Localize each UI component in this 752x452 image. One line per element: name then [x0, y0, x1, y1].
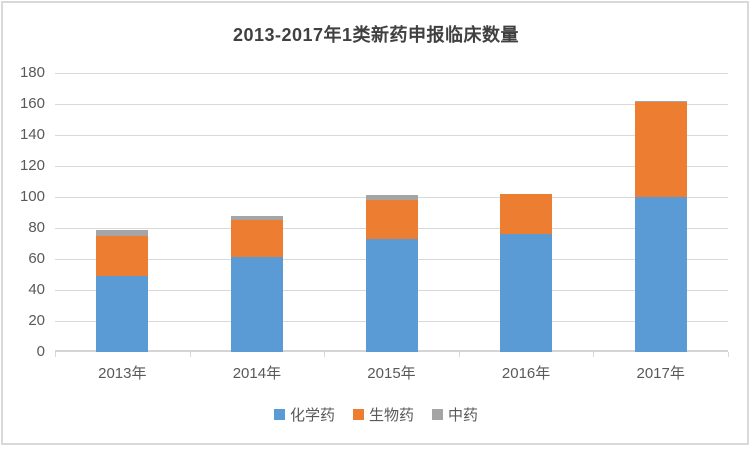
legend-swatch-tcm-drug [432, 409, 443, 420]
bar-segment-biological-drug [366, 200, 418, 239]
y-axis-label: 20 [28, 312, 45, 329]
x-axis-tick [324, 352, 325, 357]
bar-segment-tcm-drug [635, 100, 687, 103]
bar-segment-chemical-drug [500, 234, 552, 352]
y-axis-label: 80 [28, 219, 45, 236]
bar-segment-tcm-drug [231, 215, 283, 221]
bar-segment-chemical-drug [231, 257, 283, 352]
x-axis-label: 2016年 [501, 365, 551, 382]
legend-item-biological-drug: 生物药 [352, 404, 414, 425]
gridline [55, 165, 728, 167]
y-axis-label: 40 [28, 281, 45, 298]
legend: 化学药 生物药 中药 [0, 404, 752, 425]
x-axis-label: 2015年 [367, 365, 416, 382]
legend-label: 化学药 [289, 407, 335, 424]
bar-segment-biological-drug [500, 193, 552, 235]
y-axis-label: 120 [19, 157, 45, 174]
x-axis-tick [55, 352, 56, 357]
gridline [55, 103, 728, 105]
x-axis-label: 2017年 [636, 365, 685, 382]
bar-segment-chemical-drug [635, 197, 687, 352]
gridline [55, 134, 728, 136]
chart-title: 2013-2017年1类新药申报临床数量 [232, 25, 520, 45]
legend-item-chemical-drug: 化学药 [273, 404, 335, 425]
x-axis-tick [190, 352, 191, 357]
y-axis-label: 180 [19, 64, 45, 81]
x-axis-label: 2014年 [232, 365, 282, 382]
x-axis-tick [728, 352, 729, 357]
bar-segment-biological-drug [96, 235, 148, 277]
bar-segment-tcm-drug [96, 229, 148, 236]
bar-segment-chemical-drug [96, 276, 148, 352]
bar-segment-chemical-drug [366, 238, 418, 352]
plot-area [55, 72, 728, 352]
y-axis-label: 0 [36, 343, 45, 360]
bar-segment-biological-drug [231, 220, 283, 258]
x-axis-label: 2013年 [98, 365, 147, 382]
legend-swatch-biological-drug [352, 409, 364, 420]
bar-segment-biological-drug [635, 102, 687, 197]
y-axis-label: 100 [19, 188, 45, 205]
bar-segment-tcm-drug [366, 195, 418, 201]
x-axis-tick [593, 352, 594, 357]
legend-label: 生物药 [368, 407, 414, 424]
y-axis-label: 60 [28, 250, 45, 267]
gridline [55, 72, 728, 74]
legend-item-tcm-drug: 中药 [432, 404, 478, 425]
y-axis-label: 140 [19, 126, 45, 143]
x-axis-tick [459, 352, 460, 357]
legend-swatch-chemical-drug [273, 409, 285, 420]
y-axis-label: 160 [19, 95, 45, 112]
legend-label: 中药 [448, 407, 479, 424]
